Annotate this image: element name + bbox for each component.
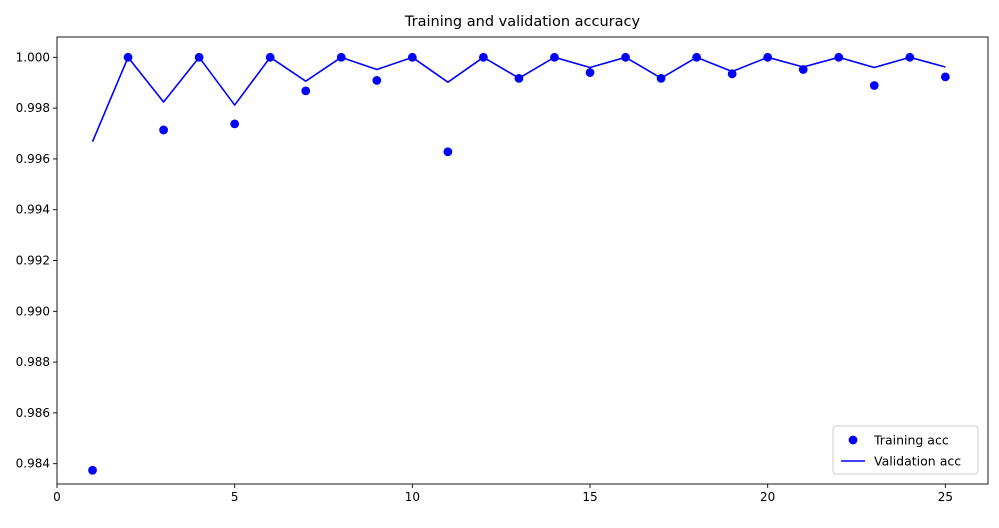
axes: 0 5 10 15 20 25 0.984 0.986 0.988 0.990 0.992 0.994…: [16, 36, 989, 504]
y-tick-label: 0.998: [16, 101, 50, 115]
training-acc-point: [585, 68, 595, 77]
y-tick-label: 0.990: [16, 304, 50, 318]
legend: Training acc Validation acc: [832, 425, 979, 475]
chart-title: Training and validation accuracy: [404, 14, 641, 30]
legend-swatch-training: [848, 435, 858, 445]
axes-frame: [56, 36, 989, 485]
training-acc-point: [230, 119, 240, 129]
training-acc-point: [88, 465, 97, 475]
training-acc-point: [727, 69, 737, 79]
y-tick-label: 0.992: [16, 254, 50, 268]
validation-acc-line: [91, 56, 946, 142]
y-tick-label: 0.986: [16, 406, 50, 420]
training-acc-point: [443, 147, 453, 157]
x-tick-label: 0: [53, 490, 61, 504]
legend-label: Validation acc: [874, 454, 961, 469]
y-tick-label: 0.984: [16, 457, 50, 471]
training-acc-point: [869, 81, 879, 90]
x-tick-label: 5: [231, 490, 239, 504]
training-acc-point: [940, 72, 950, 82]
y-tick-label: 0.996: [16, 152, 50, 166]
y-tick-label: 0.994: [16, 203, 50, 217]
x-tick-label: 20: [760, 490, 775, 504]
training-acc-point: [159, 125, 169, 135]
training-acc-point: [798, 65, 808, 74]
training-acc-point: [372, 76, 382, 85]
plot-area: [88, 52, 950, 475]
legend-label: Training acc: [873, 433, 949, 448]
x-tick-label: 15: [582, 490, 597, 504]
x-tick-label: 25: [938, 490, 953, 504]
y-tick-label: 0.988: [16, 355, 50, 369]
training-acc-point: [301, 86, 311, 96]
y-tick-label: 1.000: [16, 50, 50, 64]
x-tick-label: 10: [405, 490, 420, 504]
legend-box: [832, 425, 979, 475]
